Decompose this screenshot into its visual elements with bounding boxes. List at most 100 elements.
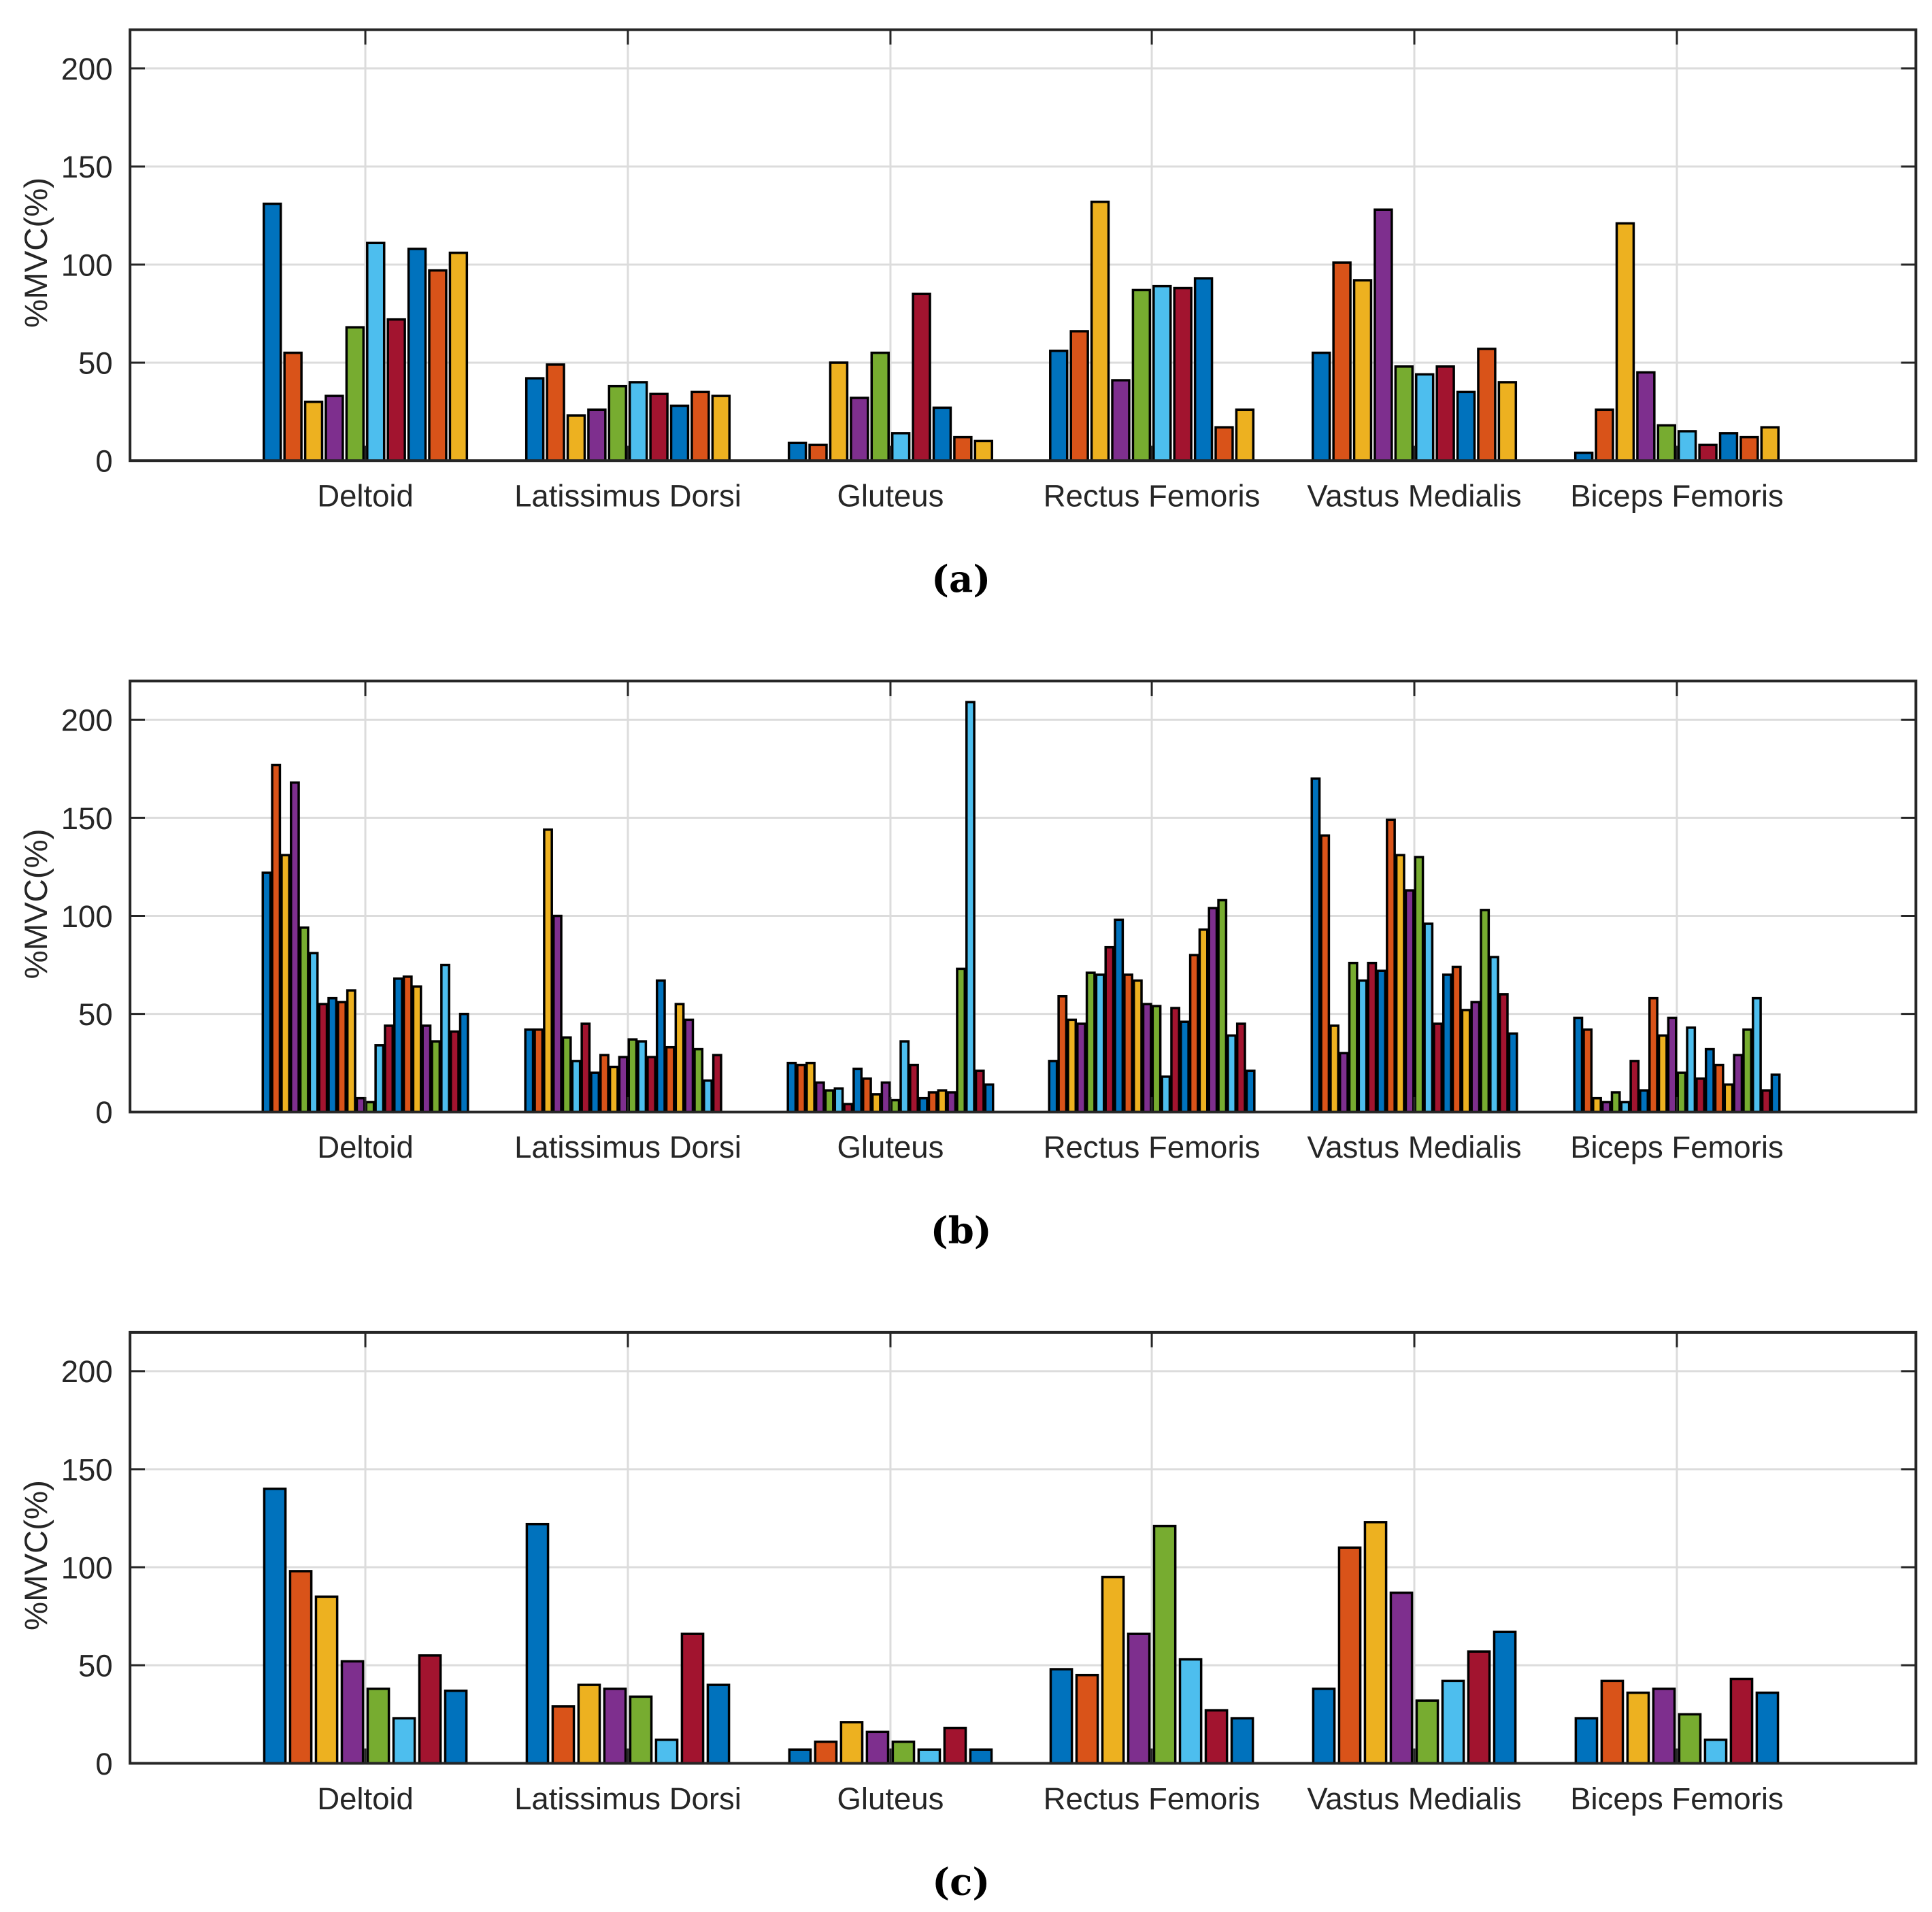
bar-gluteus-1 [788,1748,812,1765]
bar-biceps-femoris-7 [1698,443,1718,462]
bar-biceps-femoris-6 [1703,1739,1728,1765]
bar-deltoid-11 [355,1096,366,1113]
bar-deltoid-16 [402,975,413,1113]
bar-vastus-medialis-1 [1312,1688,1336,1765]
bar-deltoid-3 [314,1595,339,1765]
bar-rectus-femoris-1 [1048,1060,1059,1113]
y-tick-label: 0 [95,1095,112,1130]
bar-gluteus-22 [984,1083,995,1113]
bar-biceps-femoris-3 [1626,1691,1650,1765]
chart-panel-c: 0 50 100 150 200 Deltoid Latissimus Dorsi Glute… [18,1330,1918,1903]
x-tick-label: Vastus Medialis [1307,1781,1521,1816]
y-axis-label: %MVC(%) [18,1480,54,1630]
y-axis-label: %MVC(%) [18,829,54,979]
bar-rectus-femoris-6 [1152,284,1172,462]
bar-latissimus-dorsi-16 [665,1045,676,1113]
x-tick-label: Rectus Femoris [1044,479,1261,514]
bar-latissimus-dorsi-4 [552,914,563,1113]
bar-deltoid-1 [261,871,272,1113]
bar-gluteus-12 [890,1098,901,1113]
bar-deltoid-1 [263,1488,287,1765]
bar-gluteus-9 [861,1077,872,1113]
bar-deltoid-1 [263,202,282,462]
bar-rectus-femoris-3 [1090,200,1110,462]
bar-vastus-medialis-6 [1415,373,1435,462]
bar-vastus-medialis-3 [1352,279,1373,462]
bar-rectus-femoris-3 [1101,1575,1125,1765]
bar-vastus-medialis-5 [1415,1699,1439,1765]
bar-rectus-femoris-2 [1075,1673,1099,1765]
bar-latissimus-dorsi-7 [680,1632,705,1765]
bar-gluteus-2 [808,443,828,462]
bar-biceps-femoris-11 [1667,1016,1678,1113]
bar-latissimus-dorsi-4 [587,408,607,462]
bar-deltoid-8 [327,996,338,1113]
chart-panel-b: 0 50 100 150 200 Deltoid Latissimus Dorsi Glute… [18,680,1918,1252]
bar-deltoid-8 [444,1690,468,1765]
bar-biceps-femoris-9 [1648,996,1659,1113]
bar-vastus-medialis-3 [1363,1521,1388,1765]
bar-biceps-femoris-4 [1636,371,1656,462]
bar-biceps-femoris-4 [1601,1101,1612,1113]
bar-vastus-medialis-4 [1338,1052,1349,1113]
bar-biceps-femoris-3 [1592,1096,1602,1113]
bar-rectus-femoris-22 [1245,1069,1256,1113]
bar-deltoid-4 [324,395,344,462]
bar-gluteus-17 [937,1089,948,1113]
bar-rectus-femoris-18 [1208,907,1218,1113]
bar-rectus-femoris-9 [1214,426,1234,462]
bar-gluteus-13 [899,1040,910,1113]
bar-vastus-medialis-10 [1395,854,1405,1113]
bar-gluteus-5 [891,1740,916,1765]
bar-deltoid-6 [392,1717,416,1765]
bar-gluteus-2 [814,1740,838,1765]
x-tick-label: Gluteus [837,1130,944,1164]
bar-gluteus-14 [909,1063,919,1113]
bar-gluteus-1 [787,441,807,462]
bar-deltoid-3 [280,854,291,1113]
bar-rectus-femoris-21 [1235,1022,1246,1113]
bar-latissimus-dorsi-5 [607,384,628,462]
bar-biceps-femoris-12 [1676,1071,1687,1113]
bar-vastus-medialis-6 [1357,979,1368,1113]
bar-rectus-femoris-19 [1217,899,1228,1113]
bar-rectus-femoris-7 [1104,945,1115,1113]
bar-biceps-femoris-13 [1686,1026,1697,1113]
bar-gluteus-11 [880,1081,891,1113]
x-tick-label: Biceps Femoris [1570,1781,1784,1816]
bar-rectus-femoris-6 [1178,1658,1203,1765]
bar-gluteus-3 [805,1062,816,1113]
bar-latissimus-dorsi-3 [577,1683,601,1765]
bar-deltoid-2 [271,763,282,1113]
bar-vastus-medialis-11 [1404,889,1415,1113]
bar-rectus-femoris-20 [1227,1034,1237,1113]
bar-deltoid-6 [308,952,319,1113]
bar-rectus-femoris-5 [1131,288,1152,462]
bar-deltoid-5 [366,1688,390,1765]
bar-vastus-medialis-3 [1329,1024,1339,1113]
bar-gluteus-3 [839,1721,864,1765]
bar-vastus-medialis-7 [1367,961,1378,1113]
bar-gluteus-20 [965,701,976,1113]
x-tick-label: Gluteus [837,479,944,514]
bar-biceps-femoris-22 [1770,1073,1781,1113]
bar-rectus-femoris-3 [1067,1018,1078,1113]
x-tick-label: Gluteus [837,1781,944,1816]
bar-gluteus-4 [850,397,869,462]
bar-deltoid-4 [340,1660,365,1765]
bar-vastus-medialis-13 [1423,922,1434,1113]
bar-latissimus-dorsi-3 [566,414,586,462]
bar-rectus-femoris-8 [1193,277,1214,462]
y-tick-label: 150 [61,1452,113,1487]
bar-gluteus-9 [953,435,973,462]
bar-vastus-medialis-18 [1470,1001,1481,1113]
bar-latissimus-dorsi-9 [690,390,710,462]
bar-biceps-femoris-5 [1656,424,1676,462]
bar-gluteus-8 [969,1748,993,1765]
bar-biceps-femoris-4 [1652,1688,1676,1765]
bar-vastus-medialis-19 [1480,909,1490,1113]
bar-gluteus-6 [917,1748,942,1765]
bar-vastus-medialis-10 [1497,381,1518,462]
bar-latissimus-dorsi-17 [674,1003,685,1113]
